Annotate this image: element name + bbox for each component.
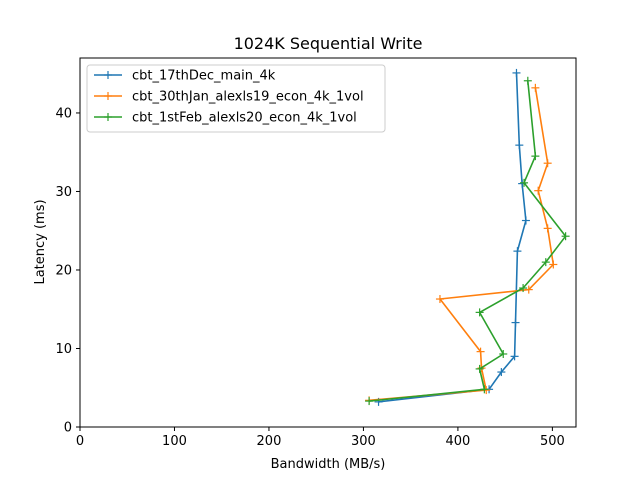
- y-tick-label: 30: [55, 185, 72, 200]
- x-tick-label: 0: [76, 434, 84, 449]
- x-axis: 0 100 200 300 400 500: [76, 427, 565, 449]
- y-tick-label: 0: [64, 421, 72, 436]
- legend-label: cbt_17thDec_main_4k: [132, 69, 276, 84]
- data-point: [476, 347, 485, 356]
- data-point: [531, 152, 540, 161]
- data-point: [435, 295, 444, 304]
- data-point: [519, 284, 528, 293]
- y-axis-title: Latency (ms): [33, 199, 48, 284]
- data-point: [515, 141, 524, 150]
- data-point: [513, 247, 522, 256]
- y-tick-label: 40: [55, 106, 72, 121]
- chart-title: 1024K Sequential Write: [234, 34, 423, 53]
- x-tick-label: 100: [162, 434, 187, 449]
- data-point: [543, 159, 552, 168]
- y-tick-label: 10: [55, 342, 72, 357]
- legend-box: [86, 64, 386, 133]
- data-point: [480, 385, 489, 394]
- legend-item: cbt_1stFeb_alexls20_econ_4k_1vol: [94, 111, 357, 126]
- x-tick-label: 200: [257, 434, 282, 449]
- x-tick-label: 400: [445, 434, 470, 449]
- data-point: [524, 285, 533, 294]
- y-tick-label: 20: [55, 263, 72, 278]
- data-point: [531, 83, 540, 92]
- legend-item: cbt_17thDec_main_4k: [94, 69, 276, 84]
- series-layer: [365, 68, 570, 406]
- data-point: [561, 232, 570, 241]
- data-point: [497, 368, 506, 377]
- legend-label: cbt_30thJan_alexls19_econ_4k_1vol: [132, 90, 364, 105]
- data-point: [521, 216, 530, 225]
- y-axis: 0 10 20 30 40: [55, 106, 80, 436]
- series-line: [378, 72, 527, 403]
- data-point: [523, 76, 532, 85]
- legend: cbt_17thDec_main_4k cbt_30thJan_alexls19_…: [86, 64, 386, 133]
- x-tick-label: 500: [540, 434, 565, 449]
- data-point: [541, 258, 550, 267]
- data-point: [549, 260, 558, 269]
- legend-label: cbt_1stFeb_alexls20_econ_4k_1vol: [132, 111, 357, 126]
- series-3: [365, 76, 570, 406]
- data-point: [475, 364, 484, 373]
- data-point: [499, 349, 508, 358]
- data-point: [511, 318, 520, 327]
- x-tick-label: 300: [351, 434, 376, 449]
- data-point: [543, 224, 552, 233]
- plot-frame: [79, 57, 577, 428]
- data-point: [510, 352, 519, 361]
- data-point: [365, 397, 374, 406]
- series-1: [374, 68, 530, 406]
- data-point: [534, 186, 543, 195]
- data-point: [520, 178, 529, 187]
- x-axis-title: Bandwidth (MB/s): [271, 457, 386, 472]
- data-point: [475, 308, 484, 317]
- legend-item: cbt_30thJan_alexls19_econ_4k_1vol: [94, 90, 364, 105]
- data-point: [512, 68, 521, 77]
